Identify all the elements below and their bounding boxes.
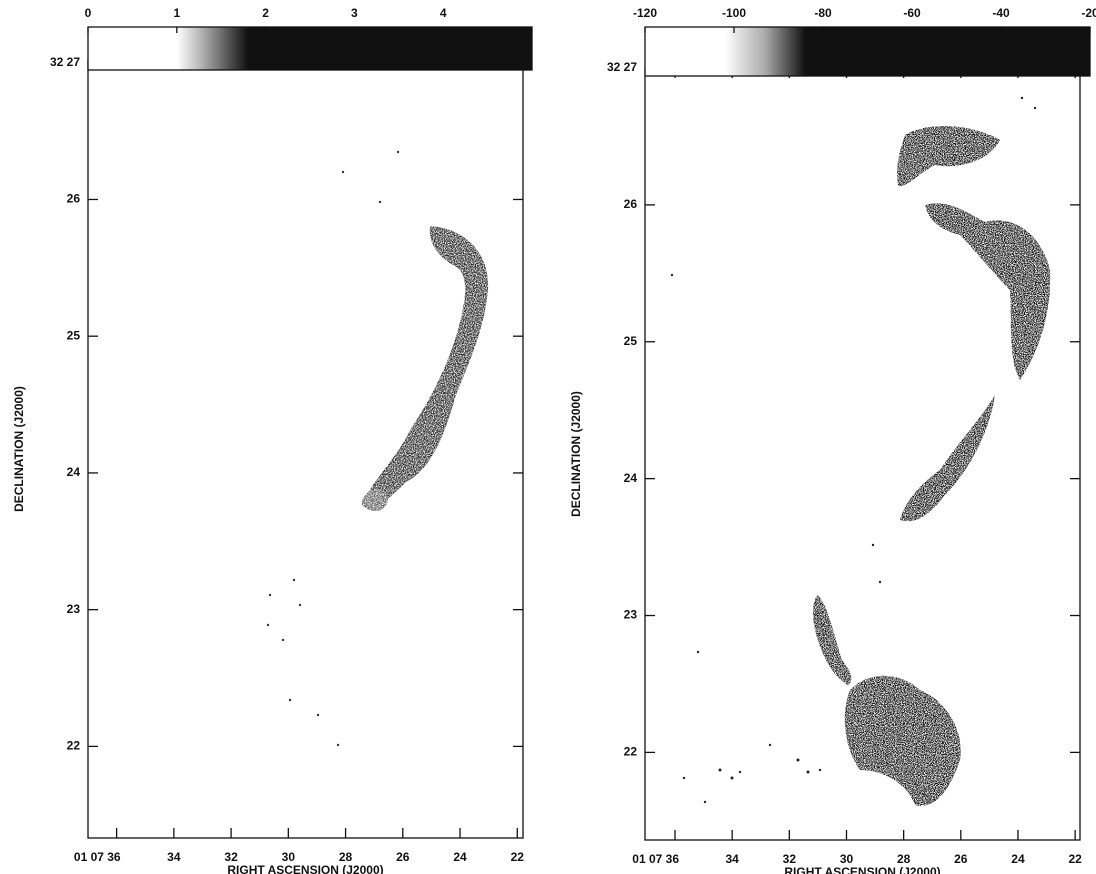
x-tick-label: 01 07 36	[632, 852, 679, 866]
plot-frame	[87, 59, 524, 839]
y-tick-label: 25	[624, 334, 638, 348]
y-tick-label: 32 27	[607, 60, 637, 74]
x-tick-label: 01 07 36	[74, 850, 121, 864]
colorbar-tick-label: -80	[814, 6, 832, 20]
colorbar	[644, 26, 1091, 77]
y-tick-label: 22	[624, 745, 638, 759]
colorbar-tick-label: 3	[351, 6, 358, 20]
x-tick-label: 34	[725, 852, 739, 866]
x-tick-label: 26	[954, 852, 968, 866]
x-tick-label: 22	[511, 850, 525, 864]
y-tick-label: 23	[67, 602, 81, 616]
colorbar-tick-label: -100	[722, 6, 746, 20]
colorbar-tick-label: -60	[903, 6, 921, 20]
x-tick-label: 22	[1068, 852, 1082, 866]
colorbar	[87, 26, 533, 71]
x-axis-label: RIGHT ASCENSION (J2000)	[227, 863, 383, 874]
x-tick-label: 34	[167, 850, 181, 864]
colorbar-tick-label: 0	[85, 6, 92, 20]
emission-map	[813, 125, 1051, 806]
y-axis-label: DECLINATION (J2000)	[569, 391, 583, 517]
x-tick-label: 30	[282, 850, 296, 864]
x-tick-label: 26	[396, 850, 410, 864]
colorbar-tick-label: -20	[1081, 6, 1096, 20]
y-tick-label: 24	[624, 471, 638, 485]
x-tick-label: 30	[840, 852, 854, 866]
colorbar-tick-label: 2	[262, 6, 269, 20]
y-tick-label: 32 27	[50, 55, 80, 69]
y-tick-label: 23	[624, 608, 638, 622]
x-tick-label: 32	[224, 850, 238, 864]
y-tick-label: 26	[67, 192, 81, 206]
colorbar-tick-label: 4	[440, 6, 447, 20]
x-tick-label: 24	[453, 850, 467, 864]
colorbar-tick-label: 1	[173, 6, 180, 20]
x-tick-label: 28	[897, 852, 911, 866]
x-tick-label: 24	[1011, 852, 1025, 866]
y-tick-label: 22	[67, 739, 81, 753]
x-axis-label: RIGHT ASCENSION (J2000)	[784, 865, 940, 874]
y-axis-label: DECLINATION (J2000)	[12, 386, 26, 512]
emission-map	[362, 226, 489, 512]
emission-specks	[670, 96, 1037, 804]
x-tick-label: 28	[339, 850, 353, 864]
x-tick-label: 32	[783, 852, 797, 866]
colorbar-tick-label: -40	[992, 6, 1010, 20]
y-tick-label: 26	[624, 197, 638, 211]
y-tick-label: 24	[67, 465, 81, 479]
y-tick-label: 25	[67, 328, 81, 342]
emission-specks	[266, 150, 400, 747]
colorbar-tick-label: -120	[633, 6, 657, 20]
